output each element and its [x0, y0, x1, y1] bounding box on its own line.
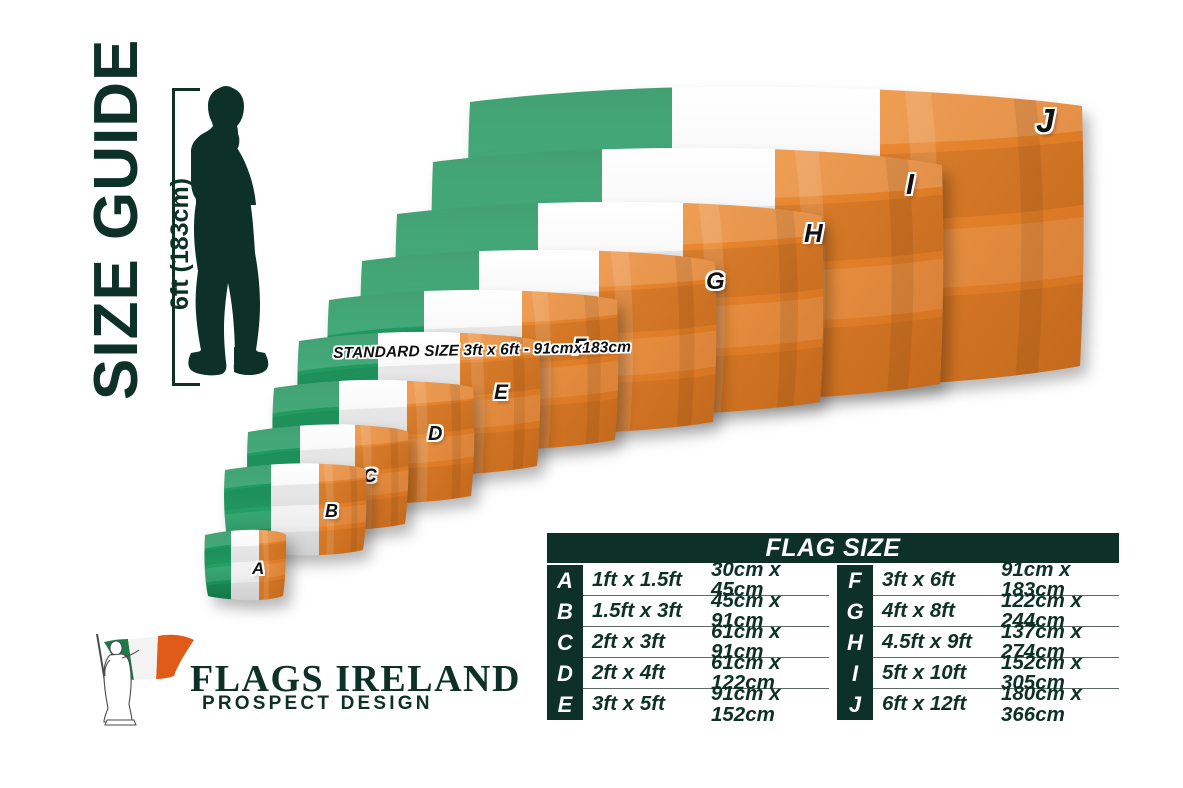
- row-letter: I: [837, 658, 873, 689]
- row-metric: 91cm x 183cm: [992, 559, 1119, 600]
- row-feet: 2ft x 3ft: [583, 627, 702, 658]
- row-feet: 1ft x 1.5ft: [583, 565, 702, 596]
- row-letter: H: [837, 627, 873, 658]
- row-letter: C: [547, 627, 583, 658]
- logo[interactable]: FLAGS IRELAND PROSPECT DESIGN: [82, 628, 519, 726]
- row-feet: 2ft x 4ft: [583, 658, 702, 689]
- page-title: SIZE GUIDE: [82, 38, 151, 400]
- row-metric: 152cm x 305cm: [992, 652, 1119, 693]
- row-feet: 3ft x 5ft: [592, 692, 665, 716]
- flag-letter-G: G: [706, 268, 725, 295]
- row-metric: 180cm x 366cm: [1001, 682, 1082, 726]
- table-column-left: A 1ft x 1.5ft 30cm x 45cm B 1.5ft x 3ft …: [547, 559, 829, 726]
- row-feet: 6ft x 12ft: [882, 692, 967, 716]
- row-letter: F: [837, 565, 873, 596]
- table-header: FLAG SIZE: [547, 533, 1119, 563]
- flag-A: A: [203, 528, 287, 604]
- table-row: F 3ft x 6ft 91cm x 183cm: [837, 559, 1119, 600]
- row-feet: 3ft x 6ft: [873, 565, 992, 596]
- table-row: I 5ft x 10ft 152cm x 305cm: [837, 652, 1119, 693]
- table-column-right: F 3ft x 6ft 91cm x 183cm G 4ft x 8ft 122…: [837, 559, 1119, 726]
- flag-letter-C: C: [363, 466, 377, 487]
- row-letter: B: [547, 596, 583, 627]
- table-row: D 2ft x 4ft 61cm x 122cm: [547, 652, 829, 693]
- row-metric: 91cm x 152cm: [711, 682, 781, 726]
- flag-letter-J: J: [1036, 102, 1055, 139]
- table-row: H 4.5ft x 9ft 137cm x 274cm: [837, 621, 1119, 662]
- row-feet: 1.5ft x 3ft: [583, 596, 702, 627]
- row-feet: 4.5ft x 9ft: [873, 627, 992, 658]
- flag-B: B: [222, 462, 368, 560]
- table-row: E 3ft x 5ft 91cm x 152cm: [547, 682, 829, 726]
- brand-name: FLAGS IRELAND: [190, 658, 521, 700]
- row-letter: D: [547, 658, 583, 689]
- person-silhouette-icon: [182, 85, 274, 390]
- flag-letter-D: D: [428, 423, 443, 445]
- flag-letter-B: B: [325, 501, 338, 521]
- table-row: B 1.5ft x 3ft 45cm x 91cm: [547, 590, 829, 631]
- table-row: G 4ft x 8ft 122cm x 244cm: [837, 590, 1119, 631]
- row-metric: 45cm x 91cm: [702, 590, 829, 631]
- row-letter: A: [547, 565, 583, 596]
- table-row: A 1ft x 1.5ft 30cm x 45cm: [547, 559, 829, 600]
- flag-letter-I: I: [906, 169, 915, 201]
- row-feet: 4ft x 8ft: [873, 596, 992, 627]
- row-metric: 61cm x 91cm: [702, 621, 829, 662]
- measurement-bracket-icon: [172, 88, 200, 386]
- table-title: FLAG SIZE: [765, 533, 901, 562]
- flag-letter-F: F: [573, 334, 587, 359]
- hibernia-with-flag-logo-icon: [82, 628, 202, 726]
- row-metric: 61cm x 122cm: [702, 652, 829, 693]
- row-metric: 137cm x 274cm: [992, 621, 1119, 662]
- row-letter: E: [547, 689, 583, 720]
- row-letter: J: [837, 689, 873, 720]
- row-feet: 5ft x 10ft: [873, 658, 992, 689]
- row-metric: 30cm x 45cm: [702, 559, 829, 600]
- brand-tagline: PROSPECT DESIGN: [202, 693, 433, 714]
- flag-letter-E: E: [494, 381, 509, 404]
- row-letter: G: [837, 596, 873, 627]
- table-row: J 6ft x 12ft 180cm x 366cm: [837, 682, 1119, 726]
- flag-letter-A: A: [252, 559, 265, 578]
- flag-size-table: FLAG SIZE A 1ft x 1.5ft 30cm x 45cm B 1.…: [547, 533, 1119, 726]
- table-row: C 2ft x 3ft 61cm x 91cm: [547, 621, 829, 662]
- row-metric: 122cm x 244cm: [992, 590, 1119, 631]
- flag-letter-H: H: [804, 218, 823, 248]
